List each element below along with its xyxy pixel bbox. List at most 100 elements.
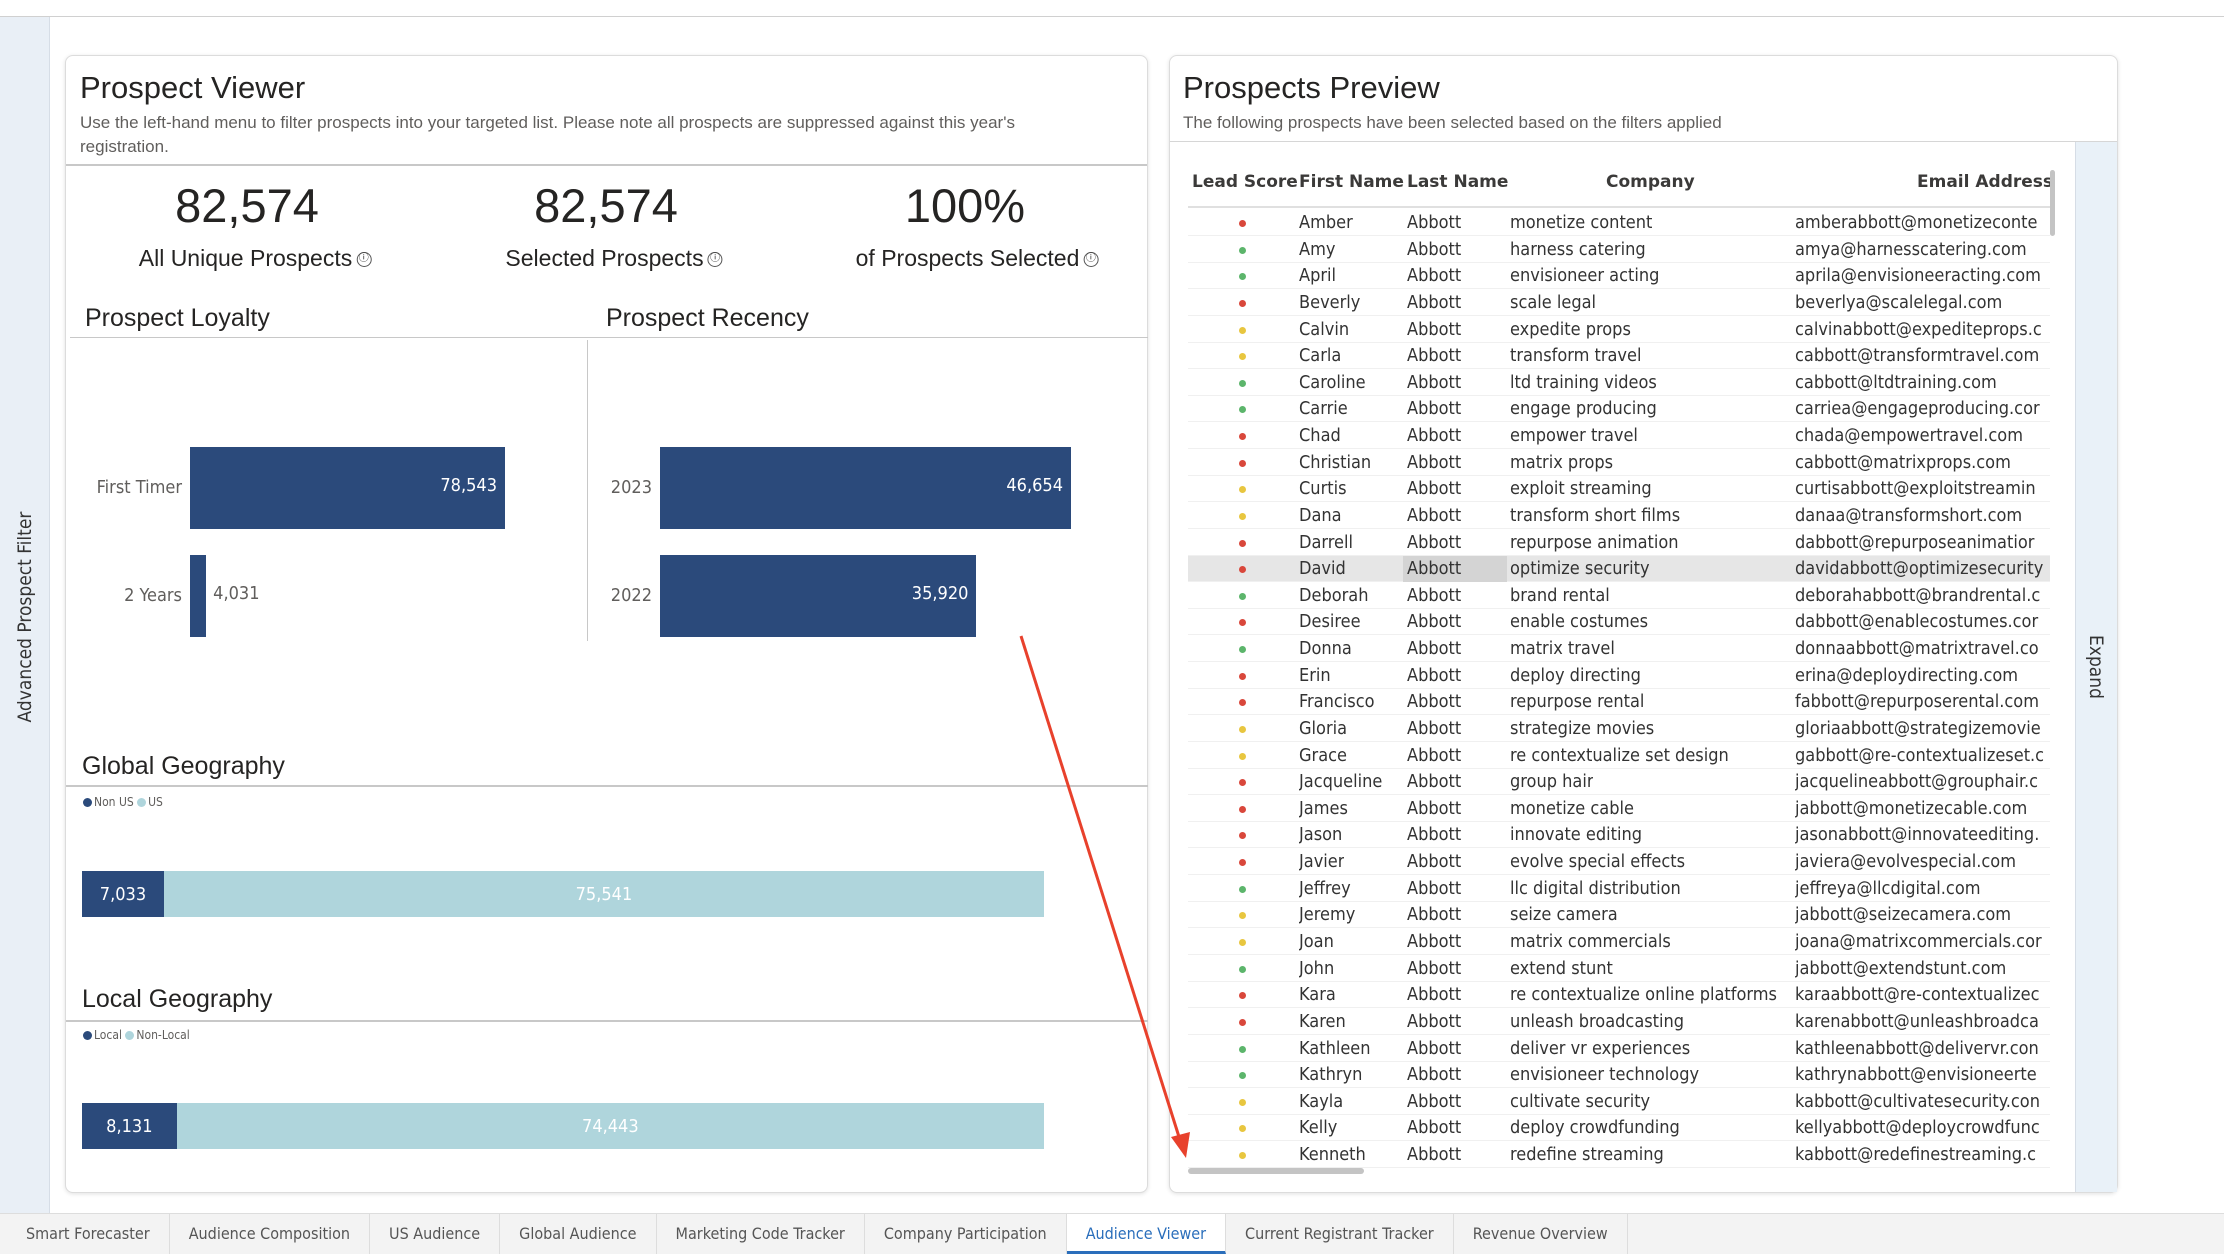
table-row[interactable]: Jacqueline Abbott group hair jacquelineabbo… <box>1188 769 2050 796</box>
col-last-name[interactable]: Last Name <box>1407 172 1509 192</box>
legend-us[interactable]: US <box>148 795 163 809</box>
info-icon[interactable]: ⓘ <box>707 252 723 268</box>
first-name-cell: Curtis <box>1299 478 1347 500</box>
first-name-cell: Kara <box>1299 984 1336 1006</box>
legend-non-local[interactable]: Non-Local <box>136 1028 190 1042</box>
col-first-name[interactable]: First Name <box>1299 172 1404 192</box>
col-email[interactable]: Email Address <box>1917 172 2054 192</box>
table-row[interactable]: Curtis Abbott exploit streaming curtisabbot… <box>1188 476 2050 503</box>
col-lead-score[interactable]: Lead Score <box>1192 172 1298 192</box>
table-row[interactable]: Kathryn Abbott envisioneer technology kathr… <box>1188 1062 2050 1089</box>
table-row[interactable]: Gloria Abbott strategize movies gloriaabbot… <box>1188 716 2050 742</box>
email-cell: danaa@transformshort.com <box>1795 504 2023 526</box>
email-cell: kathleenabbott@delivervr.con <box>1795 1037 2039 1059</box>
loyalty-title: Prospect Loyalty <box>85 304 270 332</box>
table-row[interactable]: Amy Abbott harness catering amya@harnesscat… <box>1188 237 2050 263</box>
table-row[interactable]: Grace Abbott re contextualize set design ga… <box>1188 743 2050 769</box>
table-row[interactable]: Caroline Abbott ltd training videos cabbott… <box>1188 370 2050 396</box>
table-row[interactable]: Kara Abbott re contextualize online platfo… <box>1188 982 2050 1009</box>
lead-score-green-icon <box>1239 646 1246 654</box>
last-name-cell: Abbott <box>1407 504 1462 526</box>
table-row[interactable]: Deborah Abbott brand rental deborahabbott@b… <box>1188 583 2050 609</box>
table-row[interactable]: Jeffrey Abbott llc digital distribution jef… <box>1188 876 2050 902</box>
lead-score-green-icon <box>1239 885 1246 893</box>
vertical-scrollbar[interactable] <box>2050 170 2055 236</box>
table-row[interactable]: Chad Abbott empower travel chada@empowertra… <box>1188 423 2050 450</box>
table-row[interactable]: Jason Abbott innovate editing jasonabbott@i… <box>1188 822 2050 849</box>
tab-audience-composition[interactable]: Audience Composition <box>170 1214 371 1254</box>
tab-current-registrant-tracker[interactable]: Current Registrant Tracker <box>1226 1214 1454 1254</box>
table-row[interactable]: David Abbott optimize security davidabbott@… <box>1188 556 2050 583</box>
table-row[interactable]: Christian Abbott matrix props cabbott@matri… <box>1188 450 2050 476</box>
tab-global-audience[interactable]: Global Audience <box>500 1214 657 1254</box>
data-label: 8,131 <box>106 1115 153 1137</box>
advanced-filter-panel[interactable] <box>0 17 50 1213</box>
first-name-cell: Erin <box>1299 664 1331 686</box>
legend-non-us[interactable]: Non US <box>94 795 134 809</box>
lead-score-red-icon <box>1239 699 1246 707</box>
table-row[interactable]: Kenneth Abbott redefine streaming kabbott@r… <box>1188 1142 2050 1169</box>
company-cell: brand rental <box>1510 584 1610 606</box>
tab-company-participation[interactable]: Company Participation <box>865 1214 1067 1254</box>
company-cell: re contextualize online platforms <box>1510 984 1777 1006</box>
lead-score-green-icon <box>1239 246 1246 254</box>
bar[interactable] <box>190 555 207 637</box>
email-cell: cabbott@transformtravel.com <box>1795 345 2040 367</box>
table-row[interactable]: Amber Abbott monetize content amberabbott@m… <box>1188 210 2050 236</box>
bar[interactable] <box>660 555 977 637</box>
bar[interactable] <box>190 447 505 529</box>
table-row[interactable]: Beverly Abbott scale legal beverlya@scalele… <box>1188 290 2050 316</box>
last-name-cell: Abbott <box>1407 904 1462 926</box>
email-cell: kabbott@redefinestreaming.c <box>1795 1144 2037 1166</box>
horizontal-scrollbar[interactable] <box>1188 1168 1364 1174</box>
first-name-cell: Amber <box>1299 212 1353 233</box>
bar-segment[interactable]: 74,443 <box>176 1103 1044 1149</box>
tab-smart-forecaster[interactable]: Smart Forecaster <box>7 1214 170 1254</box>
first-name-cell: Jeffrey <box>1299 877 1351 899</box>
table-row[interactable]: Erin Abbott deploy directing erina@deploydi… <box>1188 663 2050 689</box>
tab-revenue-overview[interactable]: Revenue Overview <box>1454 1214 1628 1254</box>
page-title: Prospect Viewer <box>80 70 306 105</box>
table-row[interactable]: Joan Abbott matrix commercials joana@matrix… <box>1188 929 2050 955</box>
table-row[interactable]: Carrie Abbott engage producing carriea@enga… <box>1188 396 2050 423</box>
col-company[interactable]: Company <box>1606 172 1695 192</box>
legend-local[interactable]: Local <box>94 1028 122 1042</box>
data-label: 46,654 <box>1006 475 1063 496</box>
divider <box>66 164 1147 166</box>
info-icon[interactable]: ⓘ <box>356 252 372 268</box>
bar-segment[interactable]: 8,131 <box>82 1103 177 1149</box>
email-cell: karenabbott@unleashbroadca <box>1795 1010 2039 1032</box>
table-row[interactable]: Jeremy Abbott seize camera jabbott@seizecam… <box>1188 902 2050 929</box>
table-row[interactable]: Francisco Abbott repurpose rental fabbott@r… <box>1188 689 2050 716</box>
expand-panel[interactable] <box>2075 142 2117 1192</box>
table-row[interactable]: April Abbott envisioneer acting aprila@envi… <box>1188 263 2050 290</box>
info-icon[interactable]: ⓘ <box>1083 252 1099 268</box>
table-row[interactable]: Kathleen Abbott deliver vr experiences kath… <box>1188 1036 2050 1062</box>
table-row[interactable]: Darrell Abbott repurpose animation dabbott@… <box>1188 530 2050 556</box>
table-row[interactable]: Kelly Abbott deploy crowdfunding kellyabbot… <box>1188 1115 2050 1142</box>
table-row[interactable]: Carla Abbott transform travel cabbott@trans… <box>1188 343 2050 370</box>
table-row[interactable]: Karen Abbott unleash broadcasting karenabbo… <box>1188 1009 2050 1035</box>
table-row[interactable]: Calvin Abbott expedite props calvinabbott@e… <box>1188 317 2050 343</box>
lead-score-red-icon <box>1239 672 1246 680</box>
table-row[interactable]: Desiree Abbott enable costumes dabbott@enab… <box>1188 609 2050 636</box>
table-row[interactable]: John Abbott extend stunt jabbott@extendstun… <box>1188 956 2050 982</box>
expand-button[interactable]: Expand <box>2085 635 2107 699</box>
lead-score-red-icon <box>1239 619 1246 627</box>
table-row[interactable]: Donna Abbott matrix travel donnaabbott@matr… <box>1188 636 2050 663</box>
tab-audience-viewer[interactable]: Audience Viewer <box>1066 1214 1227 1254</box>
table-row[interactable]: Javier Abbott evolve special effects javier… <box>1188 849 2050 876</box>
bar-segment[interactable]: 7,033 <box>82 871 164 917</box>
company-cell: scale legal <box>1510 291 1597 313</box>
table-row[interactable]: Kayla Abbott cultivate security kabbott@cul… <box>1188 1089 2050 1115</box>
tab-marketing-code-tracker[interactable]: Marketing Code Tracker <box>657 1214 865 1254</box>
table-row[interactable]: Dana Abbott transform short films danaa@tra… <box>1188 503 2050 529</box>
bar-segment[interactable]: 75,541 <box>163 871 1044 917</box>
bar[interactable] <box>660 447 1071 529</box>
email-cell: davidabbott@optimizesecurity <box>1795 558 2044 580</box>
divider <box>70 337 1148 338</box>
table-row[interactable]: James Abbott monetize cable jabbott@monetiz… <box>1188 796 2050 822</box>
last-name-cell: Abbott <box>1407 1010 1462 1032</box>
advanced-filter-label[interactable]: Advanced Prospect Filter <box>14 511 36 723</box>
tab-us-audience[interactable]: US Audience <box>370 1214 501 1254</box>
